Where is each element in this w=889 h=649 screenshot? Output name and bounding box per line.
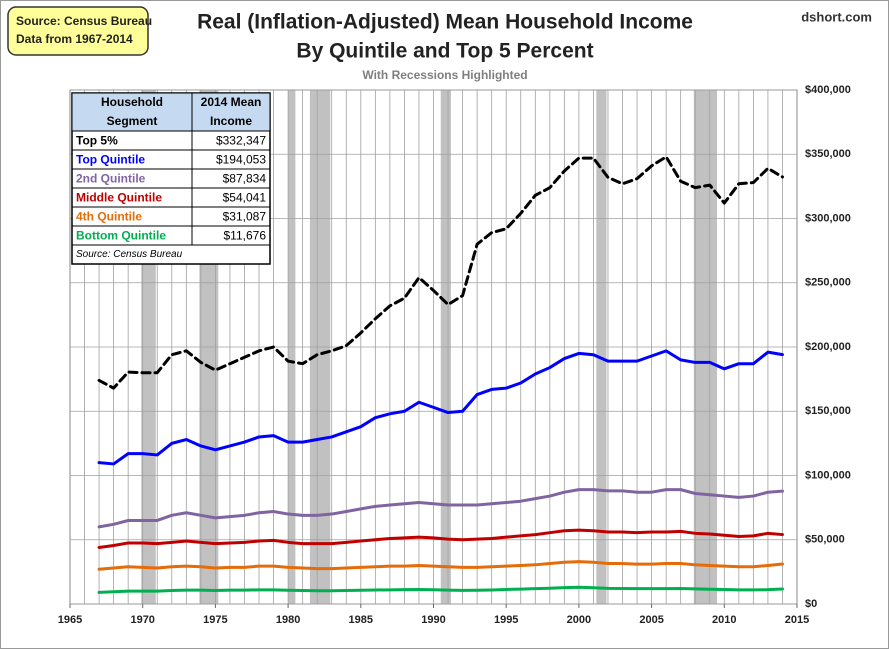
table-income: $332,347	[216, 134, 266, 148]
x-tick-label: 2000	[567, 614, 591, 626]
table-header: Segment	[107, 114, 158, 128]
x-tick-label: 1990	[421, 614, 445, 626]
chart-title: Real (Inflation-Adjusted) Mean Household…	[197, 11, 693, 34]
table-income: $87,834	[223, 172, 267, 186]
y-tick-label: $250,000	[805, 277, 851, 289]
x-tick-label: 1965	[58, 614, 82, 626]
legend-label: 2nd Quintile	[76, 172, 146, 186]
series-line	[97, 488, 784, 529]
y-tick-label: $0	[805, 598, 817, 610]
table-income: $31,087	[223, 210, 267, 224]
series-line	[97, 528, 784, 549]
series-line	[97, 349, 784, 466]
table-income: $194,053	[216, 153, 266, 167]
series-line	[97, 585, 784, 594]
legend-label: 4th Quintile	[76, 210, 142, 224]
legend-label: Middle Quintile	[76, 191, 162, 205]
series-line	[97, 560, 784, 571]
table-income: $54,041	[223, 191, 267, 205]
x-tick-label: 1975	[203, 614, 227, 626]
y-tick-label: $50,000	[805, 534, 845, 546]
y-tick-label: $200,000	[805, 341, 851, 353]
legend-label: Top 5%	[76, 134, 118, 148]
y-tick-label: $400,000	[805, 84, 851, 96]
chart-title: By Quintile and Top 5 Percent	[296, 40, 593, 63]
x-tick-label: 1985	[349, 614, 373, 626]
x-tick-label: 1995	[494, 614, 518, 626]
table-header: Income	[210, 114, 252, 128]
credit: dshort.com	[801, 9, 872, 24]
y-tick-label: $100,000	[805, 469, 851, 481]
x-tick-label: 2015	[785, 614, 809, 626]
legend-label: Top Quintile	[76, 153, 145, 167]
table-header: 2014 Mean	[201, 95, 262, 109]
legend-label: Bottom Quintile	[76, 229, 166, 243]
x-tick-label: 1970	[130, 614, 154, 626]
table-income: $11,676	[224, 229, 267, 243]
y-tick-label: $350,000	[805, 148, 851, 160]
x-tick-label: 1980	[276, 614, 300, 626]
table-header-bg	[71, 92, 271, 132]
source-box	[7, 6, 149, 56]
chart-subtitle: With Recessions Highlighted	[362, 68, 527, 82]
source-text: Data from 1967-2014	[16, 32, 133, 46]
table-note: Source: Census Bureau	[76, 249, 183, 260]
y-tick-label: $150,000	[805, 405, 851, 417]
x-tick-label: 2005	[639, 614, 663, 626]
source-text: Source: Census Bureau	[16, 14, 152, 28]
y-tick-label: $300,000	[805, 212, 851, 224]
table-header: Household	[101, 95, 163, 109]
x-tick-label: 2010	[712, 614, 736, 626]
series-line	[97, 155, 784, 390]
